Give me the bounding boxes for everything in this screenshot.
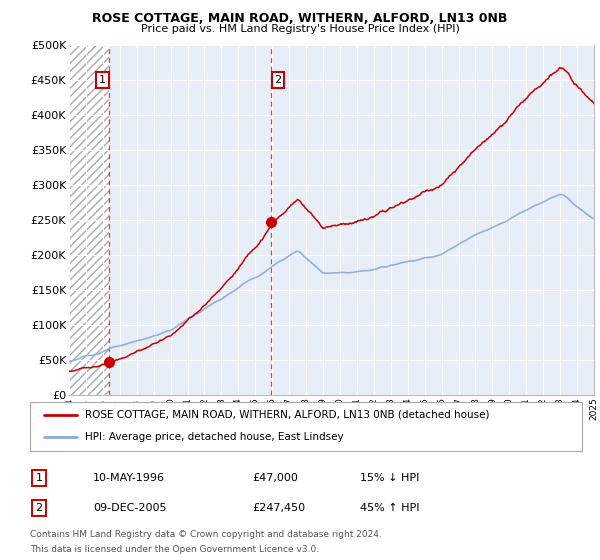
Text: 10-MAY-1996: 10-MAY-1996 (93, 473, 165, 483)
Text: ROSE COTTAGE, MAIN ROAD, WITHERN, ALFORD, LN13 0NB (detached house): ROSE COTTAGE, MAIN ROAD, WITHERN, ALFORD… (85, 410, 490, 420)
Text: Contains HM Land Registry data © Crown copyright and database right 2024.: Contains HM Land Registry data © Crown c… (30, 530, 382, 539)
Text: HPI: Average price, detached house, East Lindsey: HPI: Average price, detached house, East… (85, 432, 344, 442)
Text: 09-DEC-2005: 09-DEC-2005 (93, 503, 167, 513)
Text: 45% ↑ HPI: 45% ↑ HPI (360, 503, 419, 513)
Text: 15% ↓ HPI: 15% ↓ HPI (360, 473, 419, 483)
Text: Price paid vs. HM Land Registry's House Price Index (HPI): Price paid vs. HM Land Registry's House … (140, 24, 460, 34)
Text: This data is licensed under the Open Government Licence v3.0.: This data is licensed under the Open Gov… (30, 545, 319, 554)
Text: 1: 1 (35, 473, 43, 483)
Text: 2: 2 (274, 75, 281, 85)
FancyBboxPatch shape (30, 402, 582, 451)
Text: 2: 2 (35, 503, 43, 513)
Text: ROSE COTTAGE, MAIN ROAD, WITHERN, ALFORD, LN13 0NB: ROSE COTTAGE, MAIN ROAD, WITHERN, ALFORD… (92, 12, 508, 25)
Text: £247,450: £247,450 (252, 503, 305, 513)
Text: £47,000: £47,000 (252, 473, 298, 483)
Text: 1: 1 (99, 75, 106, 85)
